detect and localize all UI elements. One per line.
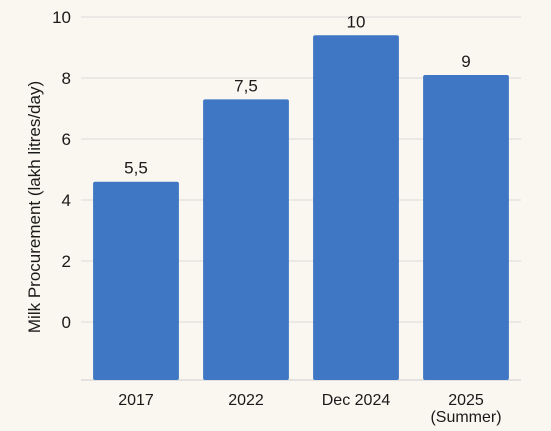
data-labels: 5,5 7,5 10 9 (124, 12, 471, 177)
data-label: 5,5 (124, 159, 148, 178)
x-category-label: 2017 (118, 392, 154, 409)
y-tick-labels: 0 2 4 6 8 10 (52, 8, 71, 332)
x-category-label: 2022 (228, 392, 264, 409)
bars (93, 35, 509, 381)
y-tick-label: 0 (62, 313, 71, 332)
x-category-label: 2025 (Summer) (430, 392, 501, 426)
bar (203, 99, 289, 381)
y-tick-label: 4 (62, 191, 71, 210)
x-category-labels: 2017 2022 Dec 2024 2025 (Summer) (118, 392, 501, 426)
bar (93, 181, 179, 380)
data-label: 7,5 (234, 76, 258, 95)
y-tick-label: 6 (62, 130, 71, 149)
data-label: 9 (461, 52, 470, 71)
y-tick-label: 2 (62, 252, 71, 271)
data-label: 10 (347, 12, 366, 31)
y-axis-label: Milk Procurement (lakh litres/day) (25, 81, 44, 333)
bar (423, 74, 509, 381)
bar (313, 35, 399, 380)
x-category-label: Dec 2024 (322, 392, 391, 409)
y-tick-label: 10 (52, 8, 71, 27)
y-tick-label: 8 (62, 69, 71, 88)
